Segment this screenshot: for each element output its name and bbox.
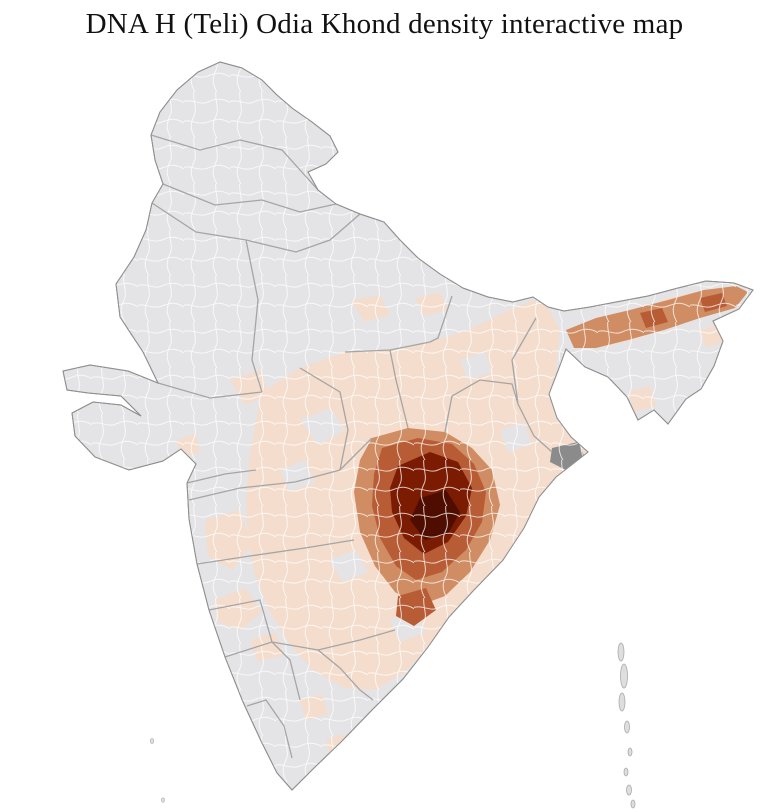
andaman-nicobar-islands[interactable] bbox=[617, 642, 636, 809]
state-borders bbox=[150, 134, 553, 759]
india-outline bbox=[62, 61, 754, 791]
lakshadweep-islands[interactable] bbox=[149, 738, 165, 803]
page-title: DNA H (Teli) Odia Khond density interact… bbox=[85, 8, 684, 40]
